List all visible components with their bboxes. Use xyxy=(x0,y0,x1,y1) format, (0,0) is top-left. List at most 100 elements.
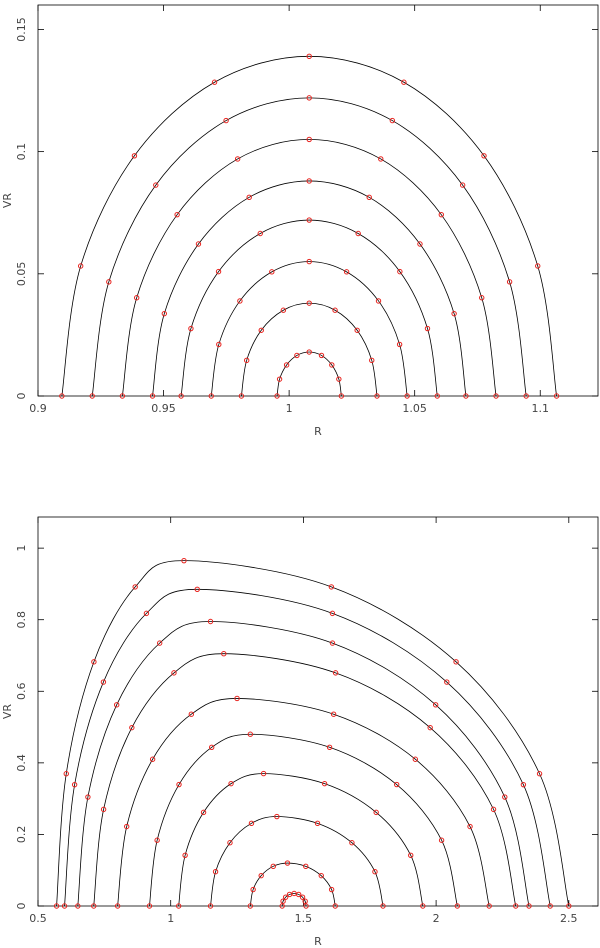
orbit-point xyxy=(321,780,328,787)
orbit-point xyxy=(434,393,440,399)
orbit-point xyxy=(432,702,439,708)
orbit-point xyxy=(143,610,150,617)
orbit-curve xyxy=(210,261,408,397)
orbit-point xyxy=(397,268,403,275)
orbit-point xyxy=(156,640,163,646)
orbit-point xyxy=(234,156,241,162)
orbit-point xyxy=(427,724,433,731)
orbit-point xyxy=(132,584,138,590)
y-axis-label: VR xyxy=(1,704,14,720)
orbit-point xyxy=(59,393,65,399)
orbit-point xyxy=(71,781,78,788)
orbit-point xyxy=(237,298,243,304)
orbit-point xyxy=(401,79,407,85)
orbit-point xyxy=(149,393,156,399)
orbit-point xyxy=(336,376,342,382)
orbit-point xyxy=(212,869,219,875)
orbit-point xyxy=(374,393,380,399)
orbit-point xyxy=(207,618,214,625)
orbit-point xyxy=(444,679,450,685)
orbit-point xyxy=(424,325,431,332)
orbit-point xyxy=(481,153,487,159)
orbit-point xyxy=(453,659,459,665)
orbit-curve xyxy=(180,219,438,397)
orbit-point xyxy=(53,903,60,909)
orbit-point xyxy=(380,903,386,909)
orbit-point xyxy=(89,393,95,399)
orbit-point xyxy=(100,679,107,685)
orbit-point xyxy=(215,268,222,275)
y-tick-label: 0.6 xyxy=(15,683,28,701)
orbit-curve xyxy=(121,139,497,397)
orbit-point xyxy=(85,794,91,800)
orbit-point xyxy=(329,362,335,368)
orbit-point xyxy=(343,269,350,275)
x-tick-label: 1 xyxy=(167,912,174,925)
orbit-curve xyxy=(64,588,551,907)
orbit-point xyxy=(194,586,200,592)
orbit-point xyxy=(257,230,263,237)
orbit-point xyxy=(280,307,287,313)
orbit-point xyxy=(113,702,120,708)
y-tick-label: 0 xyxy=(15,393,28,400)
orbit-point xyxy=(332,307,338,313)
orbit-point xyxy=(486,903,492,909)
orbit-point xyxy=(326,744,333,750)
orbit-point xyxy=(306,95,312,101)
orbit-point xyxy=(535,263,541,269)
orbit-point xyxy=(270,863,276,870)
orbit-point xyxy=(114,903,121,909)
x-tick-label: 2.5 xyxy=(560,912,578,925)
orbit-point xyxy=(153,182,159,188)
orbit-point xyxy=(329,610,336,617)
orbit-point xyxy=(459,182,466,188)
orbit-point xyxy=(200,809,207,816)
orbit-curve xyxy=(117,698,490,907)
orbit-point xyxy=(355,230,361,237)
orbit-point xyxy=(274,393,280,399)
y-tick-label: 0.15 xyxy=(15,17,28,42)
orbit-point xyxy=(248,820,255,827)
orbit-curve xyxy=(77,621,530,907)
orbit-point xyxy=(223,117,229,124)
orbit-point xyxy=(536,771,543,777)
orbit-point xyxy=(77,263,84,269)
orbit-point xyxy=(306,300,312,306)
orbit-point xyxy=(133,295,140,301)
orbit-point xyxy=(372,869,378,875)
orbit-point xyxy=(154,837,160,843)
orbit-point xyxy=(146,903,153,909)
plot-frame xyxy=(37,516,599,907)
orbit-point xyxy=(178,393,184,399)
orbit-point xyxy=(306,258,312,265)
orbit-point xyxy=(283,362,290,368)
orbit-point xyxy=(129,724,135,731)
orbit-point xyxy=(553,393,560,399)
orbit-point xyxy=(490,806,497,813)
orbit-point xyxy=(303,863,309,870)
orbit-curve xyxy=(249,862,336,907)
orbit-point xyxy=(174,211,180,218)
orbit-point xyxy=(280,898,286,904)
orbit-point xyxy=(247,903,254,909)
orbit-point xyxy=(318,352,325,359)
orbit-point xyxy=(284,860,291,866)
orbit-point xyxy=(375,298,382,304)
orbit-point xyxy=(238,393,245,399)
orbit-point xyxy=(306,178,312,184)
orbit-point xyxy=(369,357,375,364)
orbit-point xyxy=(349,840,355,846)
orbit-point xyxy=(182,852,188,858)
orbit-point xyxy=(314,820,321,827)
orbit-point xyxy=(119,393,126,399)
orbit-point xyxy=(269,269,275,275)
orbit-point xyxy=(338,393,345,399)
orbit-point xyxy=(106,279,112,285)
orbit-point xyxy=(523,393,529,399)
orbit-curve xyxy=(276,351,342,397)
orbit-point xyxy=(91,903,97,909)
orbit-point xyxy=(258,872,264,879)
x-tick-label: 2 xyxy=(433,912,440,925)
orbit-point xyxy=(181,557,187,564)
orbit-point xyxy=(330,711,337,717)
